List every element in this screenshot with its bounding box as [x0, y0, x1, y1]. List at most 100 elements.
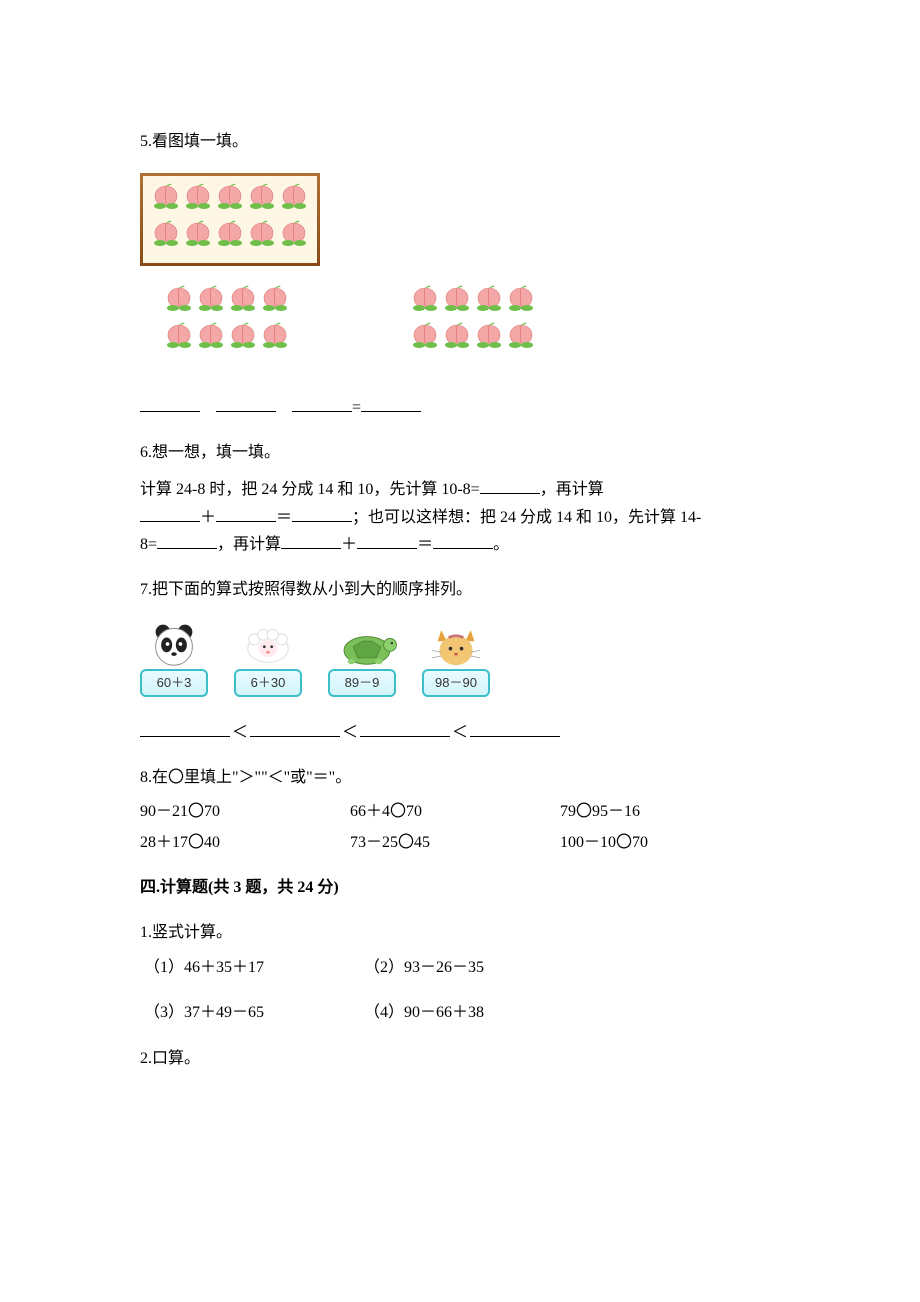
peach-icon: [151, 219, 181, 256]
q6-blank-6[interactable]: [281, 532, 341, 549]
q6-blank-7[interactable]: [357, 532, 417, 549]
q6-blank-1[interactable]: [480, 477, 540, 494]
peach-row: [151, 219, 309, 256]
peach-icon: [215, 219, 245, 256]
q7-title: 7.把下面的算式按照得数从小到大的顺序排列。: [140, 576, 780, 603]
peach-icon: [228, 284, 258, 321]
q8-row-1: 90－21〇70 66＋4〇70 79〇95－16: [140, 798, 780, 825]
q6-blank-5[interactable]: [157, 532, 217, 549]
q5-left-group: [164, 284, 290, 358]
peach-icon: [228, 284, 258, 312]
peach-icon: [474, 284, 504, 312]
q6-t1: 计算 24-8 时，把 24 分成 14 和 10，先计算 10-8=: [140, 481, 480, 498]
q7-order-line: ＜ ＜ ＜: [140, 719, 780, 746]
s4-q2-title: 2.口算。: [140, 1045, 780, 1072]
peach-icon: [506, 284, 536, 321]
q6-blank-2[interactable]: [140, 505, 200, 522]
q6-t4: ＝: [276, 509, 292, 526]
q7-cards-row: 60＋3 6＋30 89－9 98－90: [140, 621, 780, 697]
cat-icon: [428, 621, 484, 667]
q6-blank-3[interactable]: [216, 505, 276, 522]
peach-row: [410, 321, 536, 358]
peach-icon: [279, 219, 309, 247]
peach-icon: [196, 321, 226, 349]
peach-row: [151, 182, 309, 219]
peach-row: [410, 284, 536, 321]
q6-blank-4[interactable]: [292, 505, 352, 522]
s4-q1-title: 1.竖式计算。: [140, 919, 780, 946]
q7-blank-4[interactable]: [470, 720, 560, 737]
q7-lt-3: ＜: [450, 719, 470, 746]
q6-t9: ＝: [417, 536, 433, 553]
peach-icon: [279, 182, 309, 210]
q5-framed-group: [140, 173, 320, 265]
peach-icon: [410, 284, 440, 321]
peach-icon: [196, 284, 226, 312]
q5-blank-1[interactable]: [140, 395, 200, 412]
peach-icon: [247, 182, 277, 210]
cat-icon: [428, 621, 484, 667]
peach-icon: [183, 219, 213, 256]
peach-icon: [215, 182, 245, 219]
peach-icon: [474, 284, 504, 321]
s4-q1-item: （3）37＋49－65: [144, 999, 364, 1026]
peach-icon: [247, 219, 277, 256]
peach-icon: [151, 182, 181, 210]
q7-lt-1: ＜: [230, 719, 250, 746]
q7-card-turtle: 89－9: [328, 621, 396, 697]
peach-icon: [164, 321, 194, 349]
peach-icon: [410, 321, 440, 358]
q5-blank-4[interactable]: [361, 395, 421, 412]
q7-expr-tag: 60＋3: [140, 669, 208, 697]
q5-blank-2[interactable]: [216, 395, 276, 412]
peach-icon: [442, 321, 472, 349]
q5-right-group: [410, 284, 536, 358]
q7-lt-2: ＜: [340, 719, 360, 746]
q7-blank-1[interactable]: [140, 720, 230, 737]
peach-icon: [164, 321, 194, 358]
panda-icon: [146, 621, 202, 667]
peach-icon: [164, 284, 194, 312]
peach-icon: [260, 284, 290, 321]
q5-equals: =: [352, 399, 361, 416]
q6-t3: ＋: [200, 509, 216, 526]
peach-icon: [215, 219, 245, 247]
q6-t10: 。: [493, 536, 509, 553]
q8-cell: 28＋17〇40: [140, 829, 290, 856]
q7-card-sheep: 6＋30: [234, 621, 302, 697]
peach-row: [164, 321, 290, 358]
q8-cell: 100－10〇70: [560, 829, 710, 856]
panda-icon: [146, 621, 202, 667]
q7-blank-2[interactable]: [250, 720, 340, 737]
peach-icon: [474, 321, 504, 349]
peach-icon: [183, 182, 213, 219]
peach-icon: [260, 321, 290, 349]
q8-cell: 73－25〇45: [350, 829, 500, 856]
q7-expr-tag: 6＋30: [234, 669, 302, 697]
turtle-icon: [334, 621, 400, 667]
q7-blank-3[interactable]: [360, 720, 450, 737]
peach-icon: [442, 321, 472, 358]
q8-row-2: 28＋17〇40 73－25〇45 100－10〇70: [140, 829, 780, 856]
q8-title: 8.在〇里填上"＞""＜"或"＝"。: [140, 764, 780, 791]
peach-icon: [164, 284, 194, 321]
peach-icon: [474, 321, 504, 358]
q7-card-panda: 60＋3: [140, 621, 208, 697]
peach-icon: [260, 321, 290, 358]
q6-blank-8[interactable]: [433, 532, 493, 549]
q6-body: 计算 24-8 时，把 24 分成 14 和 10，先计算 10-8=，再计算 …: [140, 476, 780, 558]
peach-icon: [151, 219, 181, 247]
peach-icon: [183, 182, 213, 210]
q5-title: 5.看图填一填。: [140, 128, 780, 155]
q6-t6: 8=: [140, 536, 157, 553]
peach-icon: [506, 321, 536, 358]
q8-cell: 90－21〇70: [140, 798, 290, 825]
peach-icon: [247, 182, 277, 219]
s4-q1-item: （1）46＋35＋17: [144, 954, 364, 981]
peach-icon: [506, 321, 536, 349]
q5-blank-3[interactable]: [292, 395, 352, 412]
q7-expr-tag: 98－90: [422, 669, 490, 697]
sheep-icon: [240, 621, 296, 667]
peach-icon: [260, 284, 290, 312]
q6-t7: ，再计算: [217, 536, 281, 553]
